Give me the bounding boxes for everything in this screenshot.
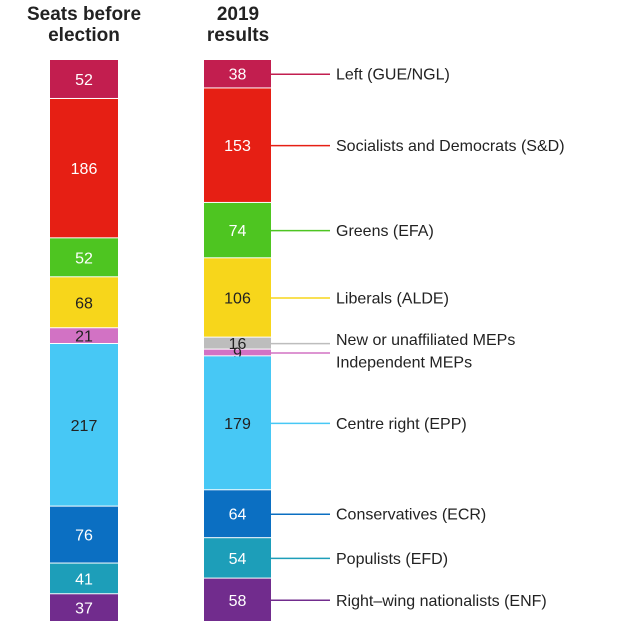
value-label-before-right-wing-nationalists-enf: 37 [75,601,93,618]
bar-segment-after-independent-meps [204,349,271,356]
value-label-after-socialists-and-democrats-s-d: 153 [224,138,251,155]
party-label-independent-meps: Independent MEPs [336,354,472,371]
value-label-after-new-or-unaffiliated-meps: 16 [229,336,247,353]
bar-segment-after-populists-efd [204,538,271,578]
value-label-before-liberals-alde: 68 [75,295,93,312]
legend-connectors [271,73,330,602]
bar-segment-before-populists-efd [50,563,118,594]
bar-segment-before-greens-efa [50,238,118,277]
value-label-after-independent-meps: 9 [233,345,242,362]
party-label-liberals-alde: Liberals (ALDE) [336,290,449,307]
party-label-new-or-unaffiliated-meps: New or unaffiliated MEPs [336,332,515,349]
bar-segment-before-left-gue-ngl [50,60,118,98]
party-label-greens-efa: Greens (EFA) [336,223,434,240]
party-label-populists-efd: Populists (EFD) [336,551,448,568]
column-header-1-line-0: 2019 [217,4,259,25]
column-header-1-line-1: results [207,25,269,46]
bar-segment-before-liberals-alde [50,277,118,328]
party-labels: Left (GUE/NGL) Socialists and Democrats (… [336,67,565,610]
party-label-socialists-and-democrats-s-d: Socialists and Democrats (S&D) [336,138,565,155]
bar-segment-before-independent-meps [50,328,118,343]
value-label-after-populists-efd: 54 [229,551,247,568]
party-label-conservatives-ecr: Conservatives (ECR) [336,507,486,524]
party-label-centre-right-epp: Centre right (EPP) [336,416,467,433]
bar-segment-before-right-wing-nationalists-enf [50,594,118,621]
bar-segment-after-conservatives-ecr [204,490,271,538]
party-label-right-wing-nationalists-enf: Right–wing nationalists (ENF) [336,593,547,610]
bar-segment-before-conservatives-ecr [50,506,118,563]
bar-2019-results: 38 153 74 106 169 179 64 54 58 [204,60,271,621]
value-label-after-right-wing-nationalists-enf: 58 [229,593,247,610]
value-label-after-left-gue-ngl: 38 [229,67,247,84]
value-label-after-conservatives-ecr: 64 [229,507,247,524]
bar-segment-after-socialists-and-democrats-s-d [204,88,271,202]
bar-segment-after-centre-right-epp [204,356,271,490]
column-header-0-line-0: Seats before [27,4,141,25]
bar-segment-after-new-or-unaffiliated-meps [204,337,271,349]
column-header-0-line-1: election [48,25,120,46]
value-label-before-conservatives-ecr: 76 [75,528,93,545]
party-label-left-gue-ngl: Left (GUE/NGL) [336,67,450,84]
value-label-after-greens-efa: 74 [229,223,247,240]
value-label-before-left-gue-ngl: 52 [75,72,93,89]
value-label-before-independent-meps: 21 [75,329,93,346]
bar-seats-before: 52 186 52 68 21 217 76 41 37 [50,60,118,621]
value-label-before-populists-efd: 41 [75,571,93,588]
bar-segment-after-greens-efa [204,202,271,258]
bar-segment-after-left-gue-ngl [204,60,271,88]
value-label-after-liberals-alde: 106 [224,290,251,307]
bar-segment-before-socialists-and-democrats-s-d [50,98,118,238]
bar-segment-after-liberals-alde [204,258,271,337]
bar-segment-before-centre-right-epp [50,344,118,506]
value-label-before-socialists-and-democrats-s-d: 186 [71,161,98,178]
value-label-before-greens-efa: 52 [75,250,93,267]
value-label-before-centre-right-epp: 217 [71,418,98,435]
bar-segment-after-right-wing-nationalists-enf [204,578,271,621]
value-label-after-centre-right-epp: 179 [224,416,251,433]
